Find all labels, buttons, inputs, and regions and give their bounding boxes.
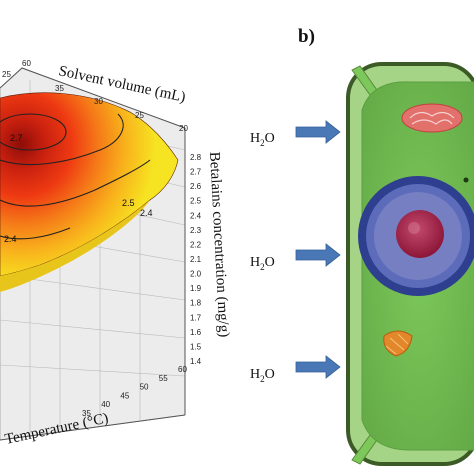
z-axis-title: Betalains concentration (mg/g) xyxy=(206,151,232,337)
z-tick: 1.5 xyxy=(190,342,202,351)
z-tick: 1.8 xyxy=(190,299,202,308)
water-label-1: H2O xyxy=(250,131,275,148)
chloroplast-top xyxy=(401,103,463,133)
response-surface-side xyxy=(0,200,150,292)
z-tick: 2.2 xyxy=(190,240,202,249)
contour-label-1: 2.7 xyxy=(10,133,23,143)
water-label-2: H2O xyxy=(250,255,275,272)
top-tick-labels: 25 60 xyxy=(2,59,31,79)
z-tick: 2.6 xyxy=(190,182,202,191)
contour-label-3: 2.4 xyxy=(140,208,153,218)
chromoplast-bottom-detail xyxy=(385,333,409,355)
z-tick: 1.9 xyxy=(190,284,202,293)
panel-b-label: b) xyxy=(298,26,315,47)
contour-2.4-b xyxy=(0,227,71,240)
contour-label-2: 2.5 xyxy=(122,198,135,208)
panel-a-surface-plot: 2.7 2.5 2.4 2.4 25 60 35 30 25 20 Solven… xyxy=(0,59,232,448)
plot-top-edge xyxy=(0,67,186,129)
z-tick: 2.8 xyxy=(190,153,202,162)
contour-lines xyxy=(0,113,151,240)
temperature-tick-labels: 60 55 50 45 40 35 xyxy=(82,365,187,418)
nucleolus xyxy=(396,210,444,258)
z-tick: 2.4 xyxy=(190,211,202,220)
solvent-tick-1: 30 xyxy=(94,97,103,106)
cell-dot xyxy=(463,177,469,183)
z-tick: 2.0 xyxy=(190,270,202,279)
water-label-3: H2O xyxy=(250,367,275,384)
temperature-tick: 35 xyxy=(82,409,91,418)
top-tick-1: 60 xyxy=(22,59,31,68)
nucleolus-highlight xyxy=(408,222,420,234)
z-tick-labels: 2.8 2.7 2.6 2.5 2.4 2.3 2.2 2.1 2.0 1.9 1.8 1.7 1.6 1… xyxy=(190,153,202,366)
solvent-tick-0: 35 xyxy=(55,84,64,93)
solvent-tick-labels: 35 30 25 20 xyxy=(55,84,188,133)
solvent-tick-2: 25 xyxy=(135,111,144,120)
water-arrow-2 xyxy=(295,243,341,267)
panel-b-cell-diagram: b) H2O H2O H2O xyxy=(250,26,474,466)
z-tick: 2.5 xyxy=(190,197,202,206)
temperature-tick: 50 xyxy=(140,383,149,392)
z-tick: 1.4 xyxy=(190,357,202,366)
plot-bottom-edge xyxy=(0,414,186,441)
water-arrow-3 xyxy=(295,355,341,379)
z-tick: 1.6 xyxy=(190,328,202,337)
z-tick: 2.1 xyxy=(190,255,202,264)
water-arrow-1 xyxy=(295,120,341,144)
z-tick: 1.7 xyxy=(190,313,202,322)
temperature-tick: 60 xyxy=(178,365,187,374)
temperature-tick: 40 xyxy=(101,400,110,409)
contour-2.4 xyxy=(0,159,151,207)
solvent-tick-3: 20 xyxy=(179,124,188,133)
contour-2.7 xyxy=(0,113,67,151)
temperature-tick: 45 xyxy=(120,391,129,400)
contour-2.5 xyxy=(0,113,124,165)
contour-label-4: 2.4 xyxy=(4,234,17,244)
top-tick-0: 25 xyxy=(2,70,11,79)
chloroplast-top-detail xyxy=(409,111,455,125)
temperature-tick: 55 xyxy=(159,374,168,383)
z-tick: 2.7 xyxy=(190,168,202,177)
water-arrows xyxy=(295,120,341,379)
z-tick: 2.3 xyxy=(190,226,202,235)
